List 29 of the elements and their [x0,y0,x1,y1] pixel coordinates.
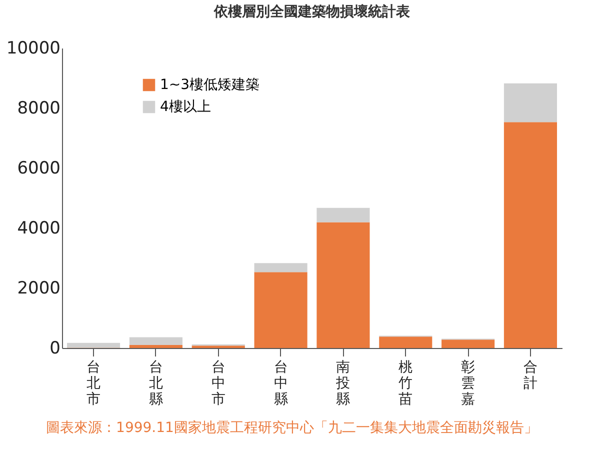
x-tick-label: 台中市 [211,360,226,408]
bar [504,83,558,122]
x-tick-label: 台中縣 [274,360,288,408]
x-tick-label: 南投縣 [335,360,350,408]
y-tick-label: 10000 [6,38,60,58]
bar [316,222,370,348]
legend-label: 4樓以上 [160,99,211,115]
y-tick-label: 6000 [17,158,60,178]
x-tick-label: 合計 [523,360,538,392]
legend-label: 1~3樓低矮建築 [160,77,260,93]
chart-title: 依樓層別全國建築物損壞統計表 [213,3,411,20]
y-tick-label: 2000 [17,278,60,298]
x-tick-label: 台北市 [86,360,101,408]
y-tick-label: 8000 [17,98,60,118]
text: 圖表來源：1999.11國家地震工程研究中心「九二一集集大地震全面勘災報告」 [46,420,538,436]
y-tick-label: 4000 [17,218,60,238]
bar [442,340,495,348]
x-tick-label: 彰雲嘉 [461,360,476,408]
bar [379,336,432,348]
bar [254,272,308,348]
bar [254,263,308,272]
bar [129,345,182,348]
x-tick-label: 台北縣 [148,360,163,408]
bar [129,337,182,345]
bar [316,208,370,222]
bar [66,342,120,348]
bar [504,122,558,348]
x-tick-label: 桃竹苗 [398,360,413,408]
y-tick-label: 0 [50,338,60,358]
